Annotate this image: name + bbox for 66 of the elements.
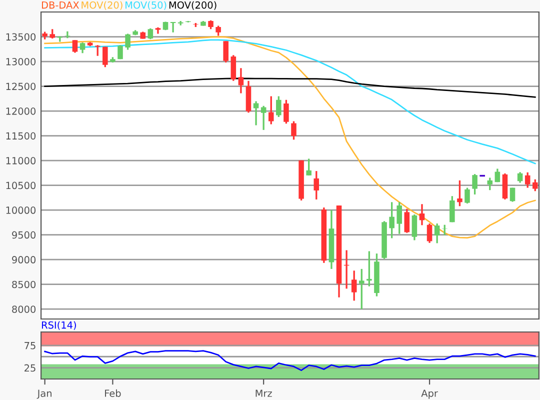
candlestick (125, 32, 130, 51)
candlestick (524, 172, 530, 189)
candlestick (223, 40, 228, 64)
text: MOV(200) (169, 1, 216, 10)
candlestick (351, 270, 357, 302)
candlestick (230, 54, 236, 82)
candlestick (510, 186, 516, 203)
candlestick (494, 168, 500, 183)
candlestick (276, 95, 282, 118)
candlestick (268, 95, 274, 126)
candlestick (102, 46, 108, 68)
y-tick-label: 11500 (6, 132, 36, 140)
candlestick (314, 170, 320, 200)
candlestick (419, 203, 425, 226)
y-tick-label: 11000 (6, 157, 36, 164)
y-tick-label: 8000 (12, 306, 36, 313)
candlestick (532, 178, 538, 192)
y-tick-label: 12500 (6, 82, 36, 90)
y-tick-label: 9500 (12, 231, 36, 239)
candlestick (238, 67, 244, 94)
y-tick-label: 13500 (6, 33, 36, 41)
text: RSI(14) (42, 321, 76, 330)
text: DB-DAX (42, 2, 80, 9)
candlestick (118, 44, 123, 60)
line-series (44, 350, 536, 372)
candlestick (253, 100, 259, 126)
y-tick-label: 12000 (6, 108, 36, 115)
candlestick (442, 224, 448, 236)
y-tick-label: 10000 (6, 206, 36, 214)
y-tick-label: 25 (24, 364, 36, 372)
candlestick (359, 268, 364, 310)
y-tick-label: 13000 (6, 58, 36, 66)
candlestick (464, 186, 470, 204)
candlestick (94, 44, 100, 57)
y-tick-label: 10500 (6, 182, 36, 190)
candlestick (434, 222, 440, 244)
candlestick (284, 99, 289, 124)
candlestick (426, 222, 432, 244)
candlestick (50, 28, 55, 40)
x-tick-label: Mrz (256, 390, 272, 397)
x-tick-label: Jan (36, 390, 52, 399)
candlestick (412, 214, 418, 242)
candlestick (72, 39, 78, 54)
candlestick (487, 176, 493, 191)
candlestick (472, 173, 478, 196)
candlestick (216, 24, 221, 37)
y-tick-label: 8500 (12, 280, 36, 288)
text: MOV(20) (82, 1, 122, 10)
candlestick (80, 42, 86, 54)
candlestick (170, 21, 176, 34)
candlestick (450, 195, 455, 223)
y-tick-label: 9000 (12, 256, 36, 264)
x-tick-label: Apr (421, 390, 438, 399)
x-tick-label: Feb (105, 389, 121, 397)
candlestick (291, 120, 296, 140)
y-tick-label: 75 (24, 342, 36, 350)
candlestick (148, 28, 154, 40)
candlestick (396, 201, 402, 235)
candlestick (404, 208, 410, 234)
candlestick (260, 105, 266, 131)
candlestick (457, 180, 462, 207)
candlestick (389, 201, 394, 240)
candlestick (517, 171, 523, 184)
text: MOV(50) (126, 1, 166, 10)
candlestick (366, 250, 372, 288)
candlestick (306, 158, 312, 176)
